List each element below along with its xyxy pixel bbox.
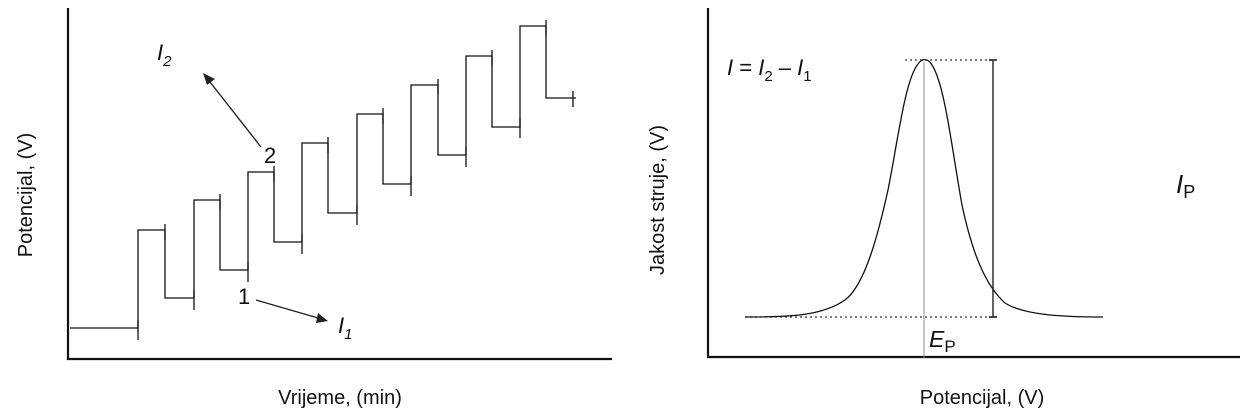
left-axes [66, 8, 612, 361]
label-ip: IP [1176, 169, 1195, 202]
right-panel: I = I2 – I1 IP EP Potencijal, (V) Jakost… [647, 8, 1240, 409]
right-y-axis-label: Jakost struje, (V) [647, 125, 669, 275]
point-1-label: 1 [238, 284, 250, 309]
left-panel: I2 I1 2 1 Vrijeme, (min) Potencijal, (V) [15, 8, 612, 409]
right-x-axis-label: Potencijal, (V) [920, 387, 1045, 409]
current-peak-curve [744, 58, 1104, 318]
arrow-to-i1 [255, 299, 328, 323]
ip-dimension-line [989, 59, 997, 318]
label-ep: EP [929, 326, 956, 356]
label-i1: I1 [338, 313, 352, 343]
right-axes [706, 8, 1240, 359]
arrow-to-i2 [203, 73, 262, 148]
point-2-label: 2 [264, 143, 276, 168]
label-i2: I2 [157, 40, 172, 70]
left-x-axis-label: Vrijeme, (min) [278, 387, 402, 409]
sampling-tick-marks [137, 20, 574, 340]
pulse-staircase-waveform [70, 25, 576, 329]
formula-label: I = I2 – I1 [727, 55, 812, 85]
left-y-axis-label: Potencijal, (V) [15, 133, 37, 258]
